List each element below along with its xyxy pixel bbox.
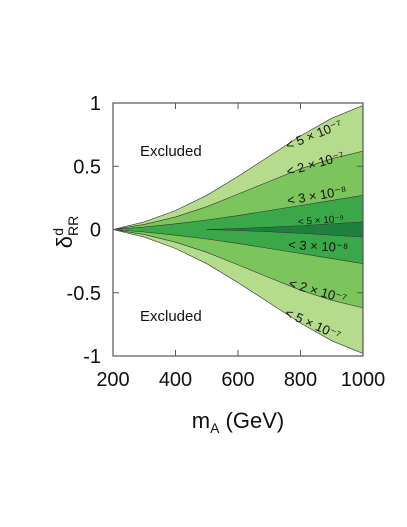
tick-layer: 200 400 600 800 1000 1 0.5 0 -0.5 -1 bbox=[67, 93, 386, 391]
excluded-label-bottom: Excluded bbox=[140, 308, 202, 325]
x-tick-label: 1000 bbox=[341, 369, 386, 391]
y-axis-label: δRRd bbox=[50, 216, 81, 248]
x-axis-label: mA (GeV) bbox=[192, 408, 284, 436]
band-layer bbox=[112, 105, 364, 354]
y-tick-label: -0.5 bbox=[67, 283, 101, 305]
x-tick-label: 200 bbox=[96, 369, 129, 391]
y-tick-label: 0.5 bbox=[73, 156, 101, 178]
y-tick-label: 1 bbox=[90, 93, 101, 115]
x-tick-label: 600 bbox=[221, 369, 254, 391]
y-tick-label: 0 bbox=[90, 220, 101, 242]
band-label-bottom-3e-8: < 3 × 10⁻⁸ bbox=[288, 237, 349, 255]
y-tick-label: -1 bbox=[83, 346, 101, 368]
excluded-label-top: Excluded bbox=[140, 143, 202, 160]
x-tick-label: 400 bbox=[159, 369, 192, 391]
x-tick-label: 800 bbox=[284, 369, 317, 391]
band-label-core-5e-9: < 5 × 10⁻⁹ bbox=[297, 214, 344, 228]
